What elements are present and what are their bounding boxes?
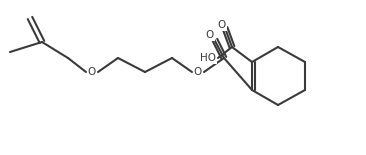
Text: O: O xyxy=(218,20,226,30)
Text: O: O xyxy=(88,67,96,77)
Text: O: O xyxy=(206,30,214,40)
Text: O: O xyxy=(194,67,202,77)
Text: HO: HO xyxy=(200,53,216,63)
